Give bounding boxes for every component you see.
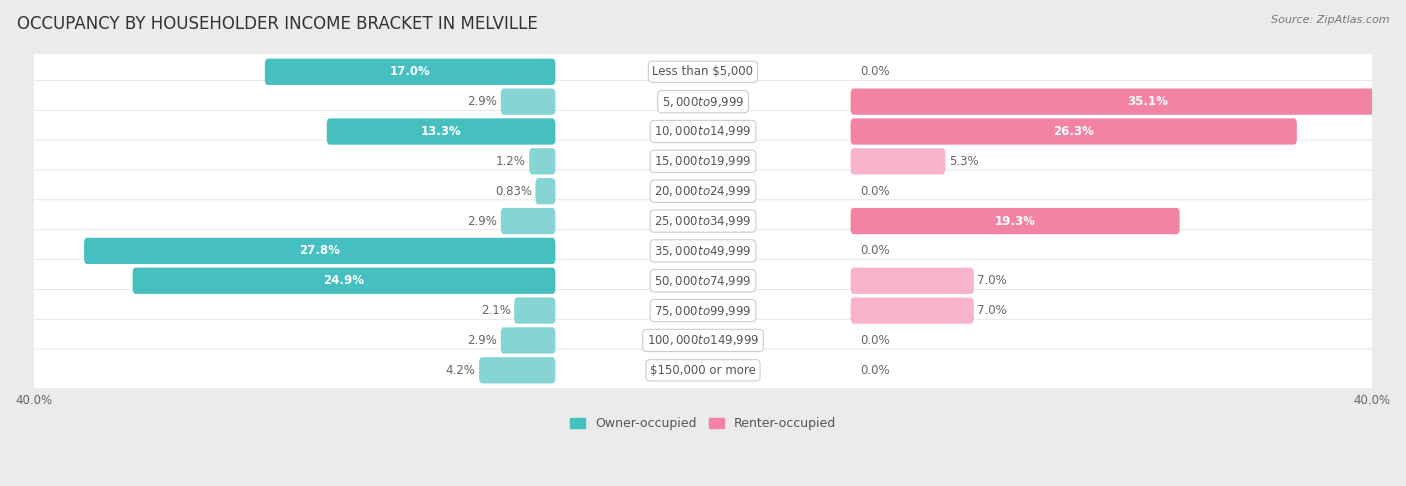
FancyBboxPatch shape	[851, 88, 1406, 115]
FancyBboxPatch shape	[30, 349, 1376, 392]
Legend: Owner-occupied, Renter-occupied: Owner-occupied, Renter-occupied	[565, 413, 841, 435]
FancyBboxPatch shape	[132, 268, 555, 294]
FancyBboxPatch shape	[851, 119, 1296, 145]
Text: 2.9%: 2.9%	[467, 214, 498, 227]
Text: 2.9%: 2.9%	[467, 334, 498, 347]
Text: 0.0%: 0.0%	[860, 244, 890, 258]
Text: 7.0%: 7.0%	[977, 304, 1007, 317]
Text: Source: ZipAtlas.com: Source: ZipAtlas.com	[1271, 15, 1389, 25]
FancyBboxPatch shape	[264, 59, 555, 85]
FancyBboxPatch shape	[30, 110, 1376, 153]
Text: 17.0%: 17.0%	[389, 65, 430, 78]
FancyBboxPatch shape	[30, 170, 1376, 212]
Text: 1.2%: 1.2%	[496, 155, 526, 168]
Text: 2.1%: 2.1%	[481, 304, 510, 317]
Text: 2.9%: 2.9%	[467, 95, 498, 108]
FancyBboxPatch shape	[30, 51, 1376, 93]
FancyBboxPatch shape	[515, 297, 555, 324]
FancyBboxPatch shape	[479, 357, 555, 383]
Text: 5.3%: 5.3%	[949, 155, 979, 168]
FancyBboxPatch shape	[30, 140, 1376, 183]
FancyBboxPatch shape	[851, 297, 974, 324]
FancyBboxPatch shape	[851, 148, 945, 174]
FancyBboxPatch shape	[30, 260, 1376, 302]
Text: 4.2%: 4.2%	[446, 364, 475, 377]
Text: 35.1%: 35.1%	[1126, 95, 1168, 108]
Text: $35,000 to $49,999: $35,000 to $49,999	[654, 244, 752, 258]
FancyBboxPatch shape	[501, 88, 555, 115]
Text: OCCUPANCY BY HOUSEHOLDER INCOME BRACKET IN MELVILLE: OCCUPANCY BY HOUSEHOLDER INCOME BRACKET …	[17, 15, 537, 33]
FancyBboxPatch shape	[326, 119, 555, 145]
Text: 7.0%: 7.0%	[977, 274, 1007, 287]
FancyBboxPatch shape	[30, 289, 1376, 332]
FancyBboxPatch shape	[851, 268, 974, 294]
Text: 19.3%: 19.3%	[994, 214, 1036, 227]
Text: $150,000 or more: $150,000 or more	[650, 364, 756, 377]
Text: $5,000 to $9,999: $5,000 to $9,999	[662, 95, 744, 109]
Text: 26.3%: 26.3%	[1053, 125, 1094, 138]
FancyBboxPatch shape	[30, 200, 1376, 242]
Text: 24.9%: 24.9%	[323, 274, 364, 287]
Text: $10,000 to $14,999: $10,000 to $14,999	[654, 124, 752, 139]
Text: $100,000 to $149,999: $100,000 to $149,999	[647, 333, 759, 347]
Text: $50,000 to $74,999: $50,000 to $74,999	[654, 274, 752, 288]
Text: 13.3%: 13.3%	[420, 125, 461, 138]
Text: 0.83%: 0.83%	[495, 185, 531, 198]
FancyBboxPatch shape	[536, 178, 555, 204]
Text: 0.0%: 0.0%	[860, 65, 890, 78]
FancyBboxPatch shape	[851, 208, 1180, 234]
Text: $15,000 to $19,999: $15,000 to $19,999	[654, 155, 752, 168]
FancyBboxPatch shape	[30, 319, 1376, 362]
FancyBboxPatch shape	[84, 238, 555, 264]
FancyBboxPatch shape	[30, 230, 1376, 272]
Text: 27.8%: 27.8%	[299, 244, 340, 258]
FancyBboxPatch shape	[30, 81, 1376, 123]
Text: 0.0%: 0.0%	[860, 364, 890, 377]
Text: 0.0%: 0.0%	[860, 334, 890, 347]
Text: $25,000 to $34,999: $25,000 to $34,999	[654, 214, 752, 228]
Text: 0.0%: 0.0%	[860, 185, 890, 198]
Text: $20,000 to $24,999: $20,000 to $24,999	[654, 184, 752, 198]
Text: $75,000 to $99,999: $75,000 to $99,999	[654, 304, 752, 318]
FancyBboxPatch shape	[529, 148, 555, 174]
Text: Less than $5,000: Less than $5,000	[652, 65, 754, 78]
FancyBboxPatch shape	[501, 208, 555, 234]
FancyBboxPatch shape	[501, 327, 555, 354]
